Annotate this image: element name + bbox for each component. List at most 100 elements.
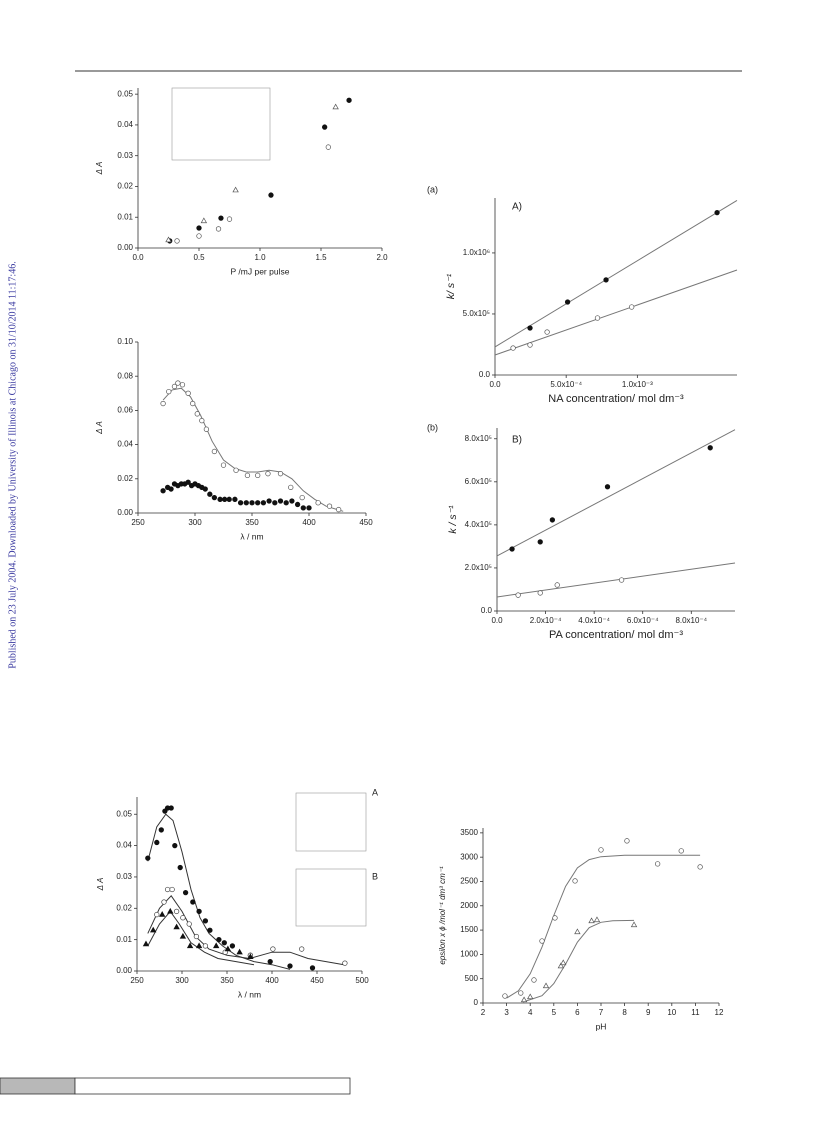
data-point [552,915,558,921]
data-point [294,501,301,508]
data-point [283,500,289,506]
data-point [173,908,180,915]
data-point [604,484,611,490]
data-point [527,993,534,1000]
data-point [161,899,167,905]
x-tick-label: 2.0x10⁻⁴ [530,616,562,625]
data-point [182,889,189,896]
data-point [654,861,661,867]
data-point [244,472,251,479]
x-axis-label: P /mJ per pulse [231,266,290,276]
data-point [220,462,227,468]
data-point [171,383,178,390]
x-axis-label: λ / nm [240,531,263,541]
data-point [172,842,178,849]
y-tick-label: 3500 [460,828,478,837]
data-point [630,921,638,928]
y-tick-label: 0.02 [116,903,132,912]
fit-line [496,429,736,557]
x-tick-label: 11 [691,1008,700,1017]
data-point [169,886,175,893]
y-tick-label: 0.06 [117,406,133,415]
data-point [557,962,565,969]
data-point [202,918,209,924]
data-point [260,500,267,506]
data-point [226,496,232,502]
data-point [265,471,271,477]
data-point [300,505,306,511]
fit-line [147,813,291,970]
y-tick-label: 5.0x10⁵ [463,309,490,318]
x-tick-label: 1.0 [254,253,266,262]
data-point [322,124,328,130]
data-point [166,388,172,395]
data-point [527,325,533,331]
y-tick-label: 0.00 [117,508,133,517]
data-point [289,498,295,504]
data-point [277,498,284,504]
data-point [537,590,543,596]
x-tick-label: 250 [130,976,144,985]
data-point [213,942,220,949]
data-point [527,342,533,348]
data-point [272,500,278,506]
data-point [185,390,191,396]
x-tick-label: 5 [552,1008,557,1017]
fit-line [494,269,738,356]
data-point [154,839,160,846]
data-point [193,933,200,940]
x-axis-label: λ / nm [238,989,261,999]
data-point [315,500,321,506]
x-tick-label: 400 [265,976,279,985]
x-tick-label: 2.0 [376,253,388,262]
data-point [697,864,703,870]
data-point [603,277,609,283]
data-point [539,938,545,944]
data-point [202,943,209,949]
y-tick-label: 0 [474,998,479,1007]
y-tick-label: 2000 [460,901,478,910]
x-tick-label: 1.5 [315,253,327,262]
data-point [175,380,181,386]
data-point [554,582,560,588]
x-tick-label: 4 [528,1008,533,1017]
axis-line [137,88,382,249]
data-point [180,915,186,921]
data-point [510,345,516,351]
data-point [588,917,595,924]
x-tick-label: 1.0x10⁻³ [622,380,653,389]
data-point [593,916,601,923]
data-point [520,996,528,1003]
data-point [168,486,174,492]
data-point [186,921,192,927]
panel-tag: (b) [427,422,438,432]
x-tick-label: 6.0x10⁻⁴ [627,616,659,625]
fit-line [496,562,736,598]
data-point [346,97,352,103]
data-point [255,472,261,479]
data-point [194,411,200,417]
data-point [544,329,550,335]
data-point [196,225,202,231]
x-tick-label: 500 [355,976,369,985]
data-point [560,959,567,966]
data-point [190,400,196,407]
data-point [624,838,630,844]
x-tick-label: 2 [481,1008,486,1017]
data-point [342,960,348,966]
data-point [217,496,223,502]
x-tick-label: 450 [310,976,324,985]
y-tick-label: 2500 [460,877,478,886]
data-point [216,936,222,943]
fit-line [506,854,701,999]
data-point [335,506,342,513]
data-point [309,965,316,971]
x-tick-label: 0.0 [132,253,144,262]
data-point [173,923,180,930]
data-point [299,494,305,501]
data-point [195,942,203,949]
data-point [150,926,157,933]
x-tick-label: 7 [599,1008,604,1017]
data-point [190,899,196,905]
x-tick-label: 0.5 [193,253,205,262]
